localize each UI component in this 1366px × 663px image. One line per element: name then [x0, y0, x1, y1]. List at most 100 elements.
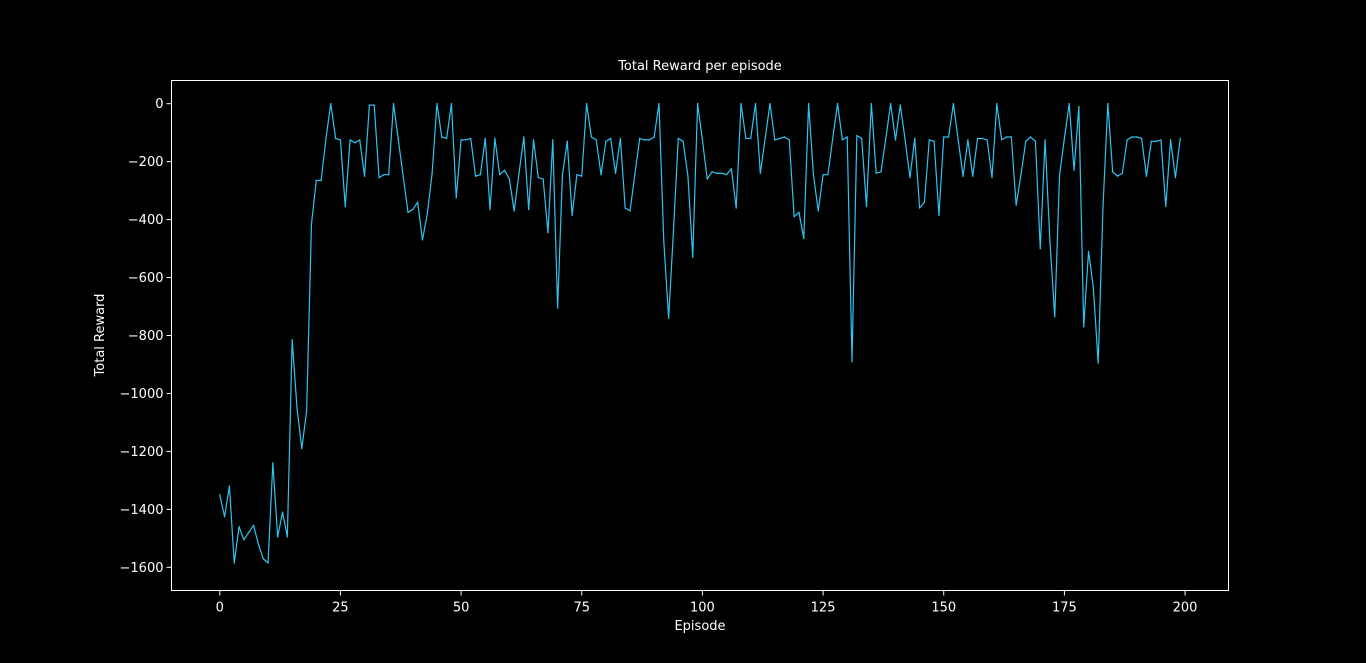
data-point [832, 137, 834, 140]
data-point [1063, 137, 1066, 140]
data-point [817, 210, 819, 212]
data-point [320, 179, 322, 182]
data-point [243, 539, 245, 541]
data-point [248, 531, 250, 534]
data-point [238, 526, 240, 528]
data-point [590, 136, 593, 138]
data-point [387, 173, 390, 176]
data-point [865, 205, 868, 208]
data-point [614, 172, 617, 174]
data-point [643, 139, 646, 141]
data-point [638, 137, 641, 140]
data-point [1029, 136, 1032, 138]
data-point [619, 137, 622, 140]
data-point [426, 213, 428, 215]
x-tick-label: 25 [332, 601, 349, 616]
data-point [291, 339, 293, 341]
data-point [257, 543, 260, 545]
data-point [373, 104, 375, 106]
data-point [1092, 286, 1095, 289]
data-point [788, 139, 790, 141]
x-tick-label: 0 [216, 601, 224, 616]
data-point [1010, 136, 1013, 138]
data-point [523, 136, 525, 138]
y-tick-label: −1200 [120, 445, 164, 460]
x-tick-label: 50 [453, 601, 470, 616]
data-point [339, 139, 342, 141]
data-point [489, 208, 491, 211]
data-point [315, 179, 317, 182]
data-point [281, 511, 284, 513]
data-point [976, 137, 979, 140]
data-point [692, 256, 694, 258]
data-point [513, 210, 515, 212]
data-point [310, 223, 313, 225]
data-point [918, 207, 921, 209]
data-point [1000, 139, 1003, 141]
data-point [904, 139, 906, 141]
data-point [1034, 140, 1037, 143]
data-point [624, 207, 626, 209]
x-axis-ticks: 0 25 50 75 100 125 150 175 200 [216, 590, 1198, 616]
x-tick-label: 125 [811, 601, 836, 616]
data-point [223, 515, 226, 518]
data-point [402, 175, 404, 177]
data-point [634, 173, 636, 176]
data-point [658, 102, 660, 105]
data-point [827, 173, 829, 176]
data-point [537, 176, 540, 179]
data-point [1179, 137, 1181, 140]
data-point [730, 168, 733, 170]
data-point [914, 137, 916, 140]
data-point [1058, 173, 1061, 176]
data-point [378, 176, 380, 179]
data-point [653, 136, 655, 138]
y-tick-label: −1400 [120, 503, 164, 518]
data-point [228, 485, 231, 487]
data-point [1169, 139, 1172, 141]
data-point [392, 102, 395, 105]
data-point [566, 140, 568, 143]
data-point [1068, 102, 1070, 105]
data-point [793, 215, 795, 218]
data-point [518, 172, 520, 174]
data-point [972, 175, 974, 177]
data-point [706, 178, 708, 180]
x-tick-label: 200 [1173, 601, 1198, 616]
data-point [807, 102, 810, 105]
data-point [1150, 140, 1152, 143]
series-points [219, 102, 1181, 564]
data-point [363, 175, 366, 177]
data-point [754, 102, 757, 105]
data-point [774, 139, 776, 141]
data-point [1005, 136, 1008, 138]
data-point [812, 173, 815, 176]
data-point [663, 240, 665, 243]
data-point [1131, 136, 1133, 138]
data-point [556, 307, 559, 309]
x-tick-label: 100 [690, 601, 715, 616]
y-tick-label: −1000 [120, 387, 164, 402]
y-tick-label: −200 [128, 155, 164, 170]
data-point [474, 175, 477, 177]
data-point [233, 562, 235, 564]
series-line-total-reward [219, 103, 1181, 564]
data-point [1121, 172, 1124, 174]
x-axis-label: Episode [674, 619, 725, 634]
data-point [479, 173, 482, 176]
data-point [219, 494, 221, 496]
data-point [701, 139, 704, 141]
data-point [368, 104, 371, 106]
data-point [1155, 140, 1157, 143]
data-point [359, 139, 361, 141]
data-point [532, 139, 535, 141]
x-tick-label: 175 [1052, 601, 1077, 616]
data-point [552, 139, 554, 141]
data-point [499, 173, 501, 176]
data-point [749, 137, 752, 140]
data-point [783, 136, 786, 138]
data-point [1145, 175, 1148, 177]
data-point [1136, 136, 1138, 138]
data-point [344, 205, 346, 208]
